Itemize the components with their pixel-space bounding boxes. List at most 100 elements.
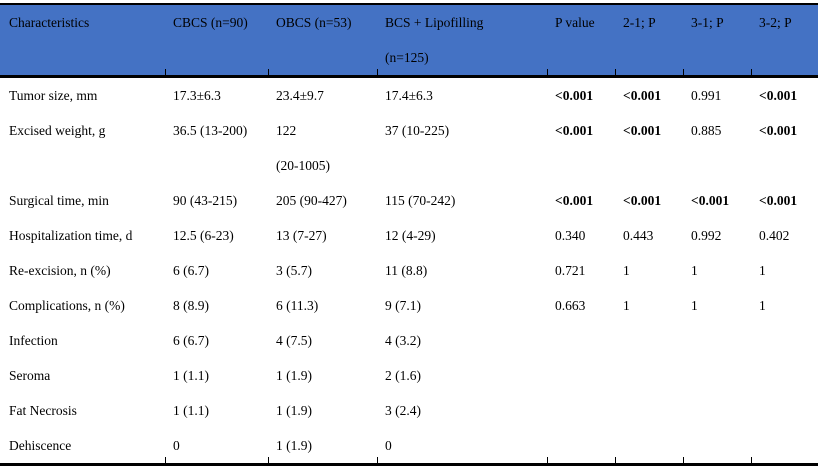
row-label: Excised weight, g <box>9 123 106 138</box>
cell-p-3-2: 1 <box>759 263 766 278</box>
row-label: Dehiscence <box>9 438 72 453</box>
cell-obcs: 4 (7.5) <box>276 333 312 348</box>
cell-cbcs: 8 (8.9) <box>173 298 209 313</box>
cell-p-2-1: 1 <box>623 298 630 313</box>
cell-p-value: <0.001 <box>555 88 594 103</box>
cell-cbcs: 6 (6.7) <box>173 263 209 278</box>
cell-obcs: 205 (90-427) <box>276 193 347 208</box>
cell-p-value: <0.001 <box>555 193 594 208</box>
column-header-p-2-1: 2-1; P <box>615 4 683 78</box>
cell-cbcs: 36.5 (13-200) <box>173 123 248 138</box>
column-header-p-value: P value <box>547 4 615 78</box>
cell-p-3-1: 0.991 <box>691 88 722 103</box>
cell-p-3-1 <box>683 428 751 465</box>
cell-cbcs: 90 (43-215) <box>173 193 238 208</box>
cell-p-3-2: <0.001 <box>759 193 798 208</box>
table-row-dehiscence: Dehiscence 0 1 (1.9) 0 <box>0 428 818 465</box>
cell-p-3-1: 0.992 <box>691 228 722 243</box>
cell-p-3-2 <box>751 428 818 465</box>
cell-cbcs: 6 (6.7) <box>173 333 209 348</box>
cell-p-value: 0.663 <box>555 298 586 313</box>
cell-p-3-1: 1 <box>691 263 698 278</box>
cell-p-2-1: <0.001 <box>623 193 662 208</box>
cell-bcs-lipofilling: 115 (70-242) <box>385 193 456 208</box>
cell-p-2-1 <box>615 323 683 358</box>
cell-p-3-1 <box>683 358 751 393</box>
cell-obcs: 122 (20-1005) <box>276 123 330 173</box>
cell-p-value: 0.340 <box>555 228 586 243</box>
table-row-surgical-time: Surgical time, min 90 (43-215) 205 (90-4… <box>0 183 818 218</box>
cell-bcs-lipofilling: 17.4±6.3 <box>385 88 433 103</box>
cell-p-2-1: 1 <box>623 263 630 278</box>
cell-obcs: 1 (1.9) <box>276 368 312 383</box>
cell-p-2-1 <box>615 358 683 393</box>
cell-bcs-lipofilling: 12 (4-29) <box>385 228 436 243</box>
cell-bcs-lipofilling: 9 (7.1) <box>385 298 421 313</box>
table-row-re-excision: Re-excision, n (%) 6 (6.7) 3 (5.7) 11 (8… <box>0 253 818 288</box>
table-row-complications: Complications, n (%) 8 (8.9) 6 (11.3) 9 … <box>0 288 818 323</box>
cell-p-value: 0.721 <box>555 263 586 278</box>
cell-p-3-1 <box>683 393 751 428</box>
row-label: Surgical time, min <box>9 193 109 208</box>
row-label: Complications, n (%) <box>9 298 125 313</box>
table-row-seroma: Seroma 1 (1.1) 1 (1.9) 2 (1.6) <box>0 358 818 393</box>
cell-p-3-2: 0.402 <box>759 228 790 243</box>
cell-cbcs: 1 (1.1) <box>173 403 209 418</box>
cell-bcs-lipofilling: 2 (1.6) <box>385 368 421 383</box>
table-row-tumor-size: Tumor size, mm 17.3±6.3 23.4±9.7 17.4±6.… <box>0 77 818 114</box>
cell-p-value <box>547 358 615 393</box>
cell-cbcs: 1 (1.1) <box>173 368 209 383</box>
cell-p-3-2: 1 <box>759 298 766 313</box>
row-label: Tumor size, mm <box>9 88 98 103</box>
row-label: Fat Necrosis <box>9 403 77 418</box>
cell-cbcs: 0 <box>165 428 268 465</box>
cell-p-value: <0.001 <box>555 123 594 138</box>
column-header-p-3-1: 3-1; P <box>683 4 751 78</box>
row-label: Hospitalization time, d <box>9 228 133 243</box>
cell-p-value <box>547 323 615 358</box>
column-header-bcs-lipofilling: BCS + Lipofilling (n=125) <box>377 4 547 78</box>
cell-p-3-2 <box>751 358 818 393</box>
cell-obcs: 1 (1.9) <box>268 428 377 465</box>
cell-p-2-1: <0.001 <box>623 123 662 138</box>
table-header-row: Characteristics CBCS (n=90) OBCS (n=53) … <box>0 4 818 78</box>
cell-obcs: 23.4±9.7 <box>276 88 324 103</box>
cell-obcs: 6 (11.3) <box>276 298 319 313</box>
column-header-cbcs: CBCS (n=90) <box>165 4 268 78</box>
cell-p-2-1: 0.443 <box>623 228 654 243</box>
cell-p-3-2: <0.001 <box>759 123 798 138</box>
cell-p-value <box>547 428 615 465</box>
cell-cbcs: 12.5 (6-23) <box>173 228 234 243</box>
column-header-obcs: OBCS (n=53) <box>268 4 377 78</box>
cell-bcs-lipofilling: 11 (8.8) <box>385 263 428 278</box>
table-row-infection: Infection 6 (6.7) 4 (7.5) 4 (3.2) <box>0 323 818 358</box>
cell-p-3-2 <box>751 323 818 358</box>
cell-p-2-1 <box>615 428 683 465</box>
table-row-hospitalization-time: Hospitalization time, d 12.5 (6-23) 13 (… <box>0 218 818 253</box>
cell-p-3-1: <0.001 <box>691 193 730 208</box>
cell-obcs: 3 (5.7) <box>276 263 312 278</box>
cell-bcs-lipofilling: 3 (2.4) <box>385 403 421 418</box>
cell-p-3-1 <box>683 323 751 358</box>
table-row-fat-necrosis: Fat Necrosis 1 (1.1) 1 (1.9) 3 (2.4) <box>0 393 818 428</box>
table-row-excised-weight: Excised weight, g 36.5 (13-200) 122 (20-… <box>0 113 818 183</box>
results-table: Characteristics CBCS (n=90) OBCS (n=53) … <box>0 3 818 466</box>
cell-bcs-lipofilling: 0 <box>377 428 547 465</box>
cell-p-2-1 <box>615 393 683 428</box>
cell-obcs: 1 (1.9) <box>276 403 312 418</box>
cell-bcs-lipofilling: 4 (3.2) <box>385 333 421 348</box>
cell-obcs: 13 (7-27) <box>276 228 327 243</box>
row-label: Infection <box>9 333 58 348</box>
column-header-p-3-2: 3-2; P <box>751 4 818 78</box>
table-body: Tumor size, mm 17.3±6.3 23.4±9.7 17.4±6.… <box>0 77 818 465</box>
cell-p-3-2: <0.001 <box>759 88 798 103</box>
row-label: Seroma <box>9 368 51 383</box>
column-header-characteristics: Characteristics <box>0 4 165 78</box>
cell-p-value <box>547 393 615 428</box>
cell-bcs-lipofilling: 37 (10-225) <box>385 123 450 138</box>
cell-p-3-1: 1 <box>691 298 698 313</box>
cell-p-3-2 <box>751 393 818 428</box>
row-label: Re-excision, n (%) <box>9 263 111 278</box>
cell-p-3-1: 0.885 <box>691 123 722 138</box>
